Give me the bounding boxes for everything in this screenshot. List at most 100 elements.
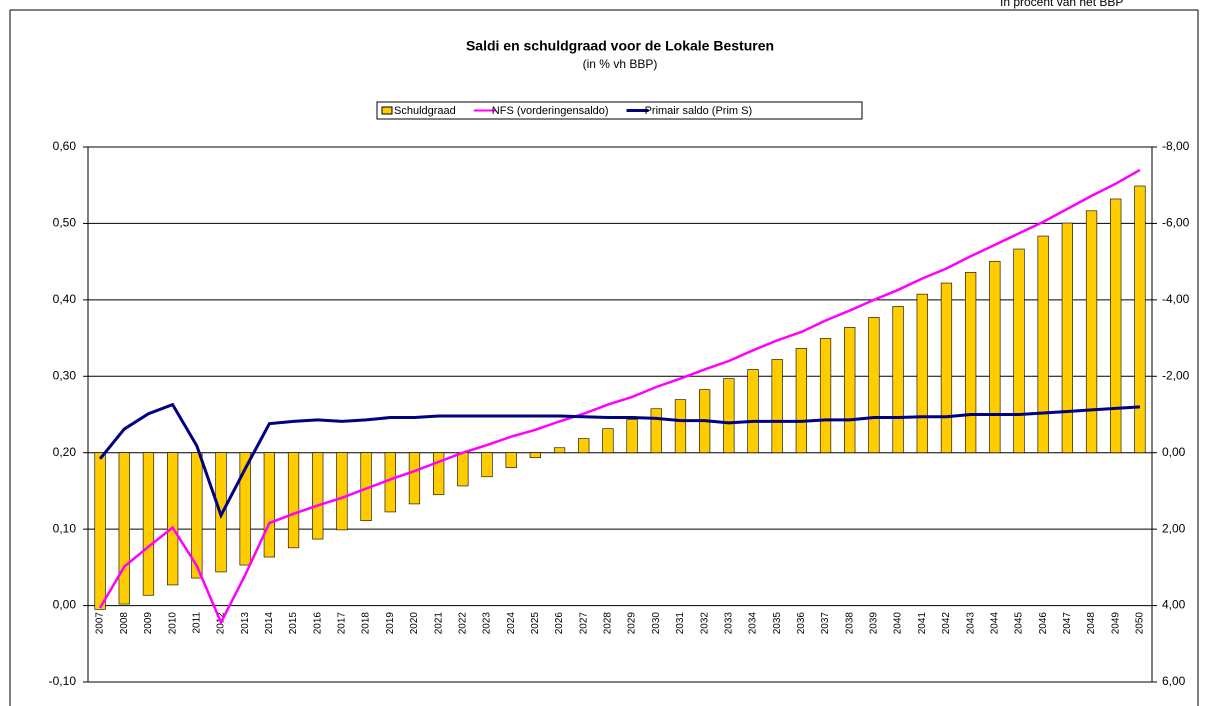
bar [965, 272, 977, 454]
x-tick-label: 2020 [409, 612, 420, 635]
y2-tick-label: 4,00 [1162, 598, 1186, 612]
x-tick-label: 2045 [1014, 612, 1025, 635]
x-tick-label: 2026 [554, 612, 565, 635]
x-tick-label: 2034 [748, 612, 759, 635]
y2-tick-label: 0,00 [1162, 445, 1186, 459]
y2-tick-label: -8,00 [1162, 139, 1190, 153]
legend-label: Primair saldo (Prim S) [645, 105, 753, 117]
legend-label: NFS (vorderingensaldo) [492, 105, 609, 117]
x-tick-label: 2037 [820, 612, 831, 635]
bar [1061, 222, 1073, 454]
bar [118, 452, 130, 605]
chart-title: Saldi en schuldgraad voor de Lokale Best… [466, 38, 774, 54]
y2-tick-label: 6,00 [1162, 674, 1186, 688]
x-tick-label: 2027 [578, 612, 589, 635]
bar [312, 452, 324, 540]
bar [747, 369, 759, 454]
x-tick-label: 2048 [1086, 612, 1097, 635]
bar [457, 452, 469, 487]
bar [795, 348, 807, 454]
x-tick-label: 2010 [167, 612, 178, 635]
bar [384, 452, 396, 513]
x-tick-label: 2041 [917, 612, 928, 635]
x-tick-label: 2039 [869, 612, 880, 635]
x-tick-label: 2022 [457, 612, 468, 635]
bar [1013, 248, 1025, 454]
y-tick-label: 0,40 [53, 292, 77, 306]
x-tick-label: 2008 [119, 612, 130, 635]
x-tick-label: 2040 [893, 612, 904, 635]
x-tick-label: 2029 [627, 612, 638, 635]
bar [336, 452, 348, 531]
x-tick-label: 2036 [796, 612, 807, 635]
x-tick-label: 2018 [361, 612, 372, 635]
bar [553, 447, 566, 454]
legend-label: Schuldgraad [394, 105, 456, 117]
line [98, 402, 1141, 520]
bar [674, 399, 687, 454]
bar [1134, 185, 1146, 454]
bar [94, 452, 106, 610]
line [99, 168, 1141, 626]
bar [481, 452, 493, 478]
bar [287, 452, 300, 549]
x-tick-label: 2015 [288, 612, 299, 635]
bar [142, 452, 155, 596]
bar [723, 378, 735, 454]
x-tick-label: 2032 [699, 612, 710, 635]
x-tick-label: 2046 [1038, 612, 1049, 635]
bar [916, 293, 928, 454]
bar [1037, 235, 1049, 454]
x-tick-label: 2011 [191, 612, 202, 634]
x-tick-label: 2044 [989, 612, 1000, 635]
bar [892, 306, 904, 454]
y2-tick-label: 2,00 [1162, 521, 1186, 535]
y-tick-label: 0,30 [53, 368, 77, 382]
x-tick-label: 2024 [506, 612, 517, 635]
bar [650, 408, 662, 454]
bar [819, 338, 832, 454]
bar [239, 452, 251, 566]
y-tick-label: 0,60 [53, 139, 77, 153]
bar [989, 260, 1001, 454]
bar [167, 452, 179, 586]
bar [505, 452, 517, 468]
bar [940, 282, 953, 454]
x-tick-label: 2049 [1110, 612, 1121, 635]
bar [191, 452, 203, 579]
bar [578, 438, 590, 454]
legend-swatch [381, 106, 393, 115]
x-tick-label: 2007 [95, 612, 106, 635]
x-tick-label: 2038 [844, 612, 855, 635]
y2-tick-label: -2,00 [1162, 368, 1190, 382]
bar [529, 452, 541, 458]
x-tick-label: 2042 [941, 612, 952, 635]
legend [376, 101, 863, 120]
y-tick-label: 0,00 [53, 598, 77, 612]
y2-tick-label: -4,00 [1162, 292, 1190, 306]
bar [602, 428, 614, 454]
bar [433, 452, 445, 496]
x-tick-label: 2014 [264, 612, 275, 635]
chart-subtitle: (in % vh BBP) [583, 57, 658, 71]
x-tick-label: 2025 [530, 612, 541, 635]
y2-tick-label: -6,00 [1162, 216, 1190, 230]
x-tick-label: 2019 [385, 612, 396, 635]
bar [771, 359, 783, 454]
x-tick-label: 2021 [433, 612, 444, 635]
x-tick-label: 2023 [482, 612, 493, 635]
x-tick-label: 2035 [772, 612, 783, 635]
x-tick-label: 2013 [240, 612, 251, 635]
x-tick-label: 2033 [723, 612, 734, 635]
bar [868, 317, 880, 454]
x-tick-label: 2009 [143, 612, 154, 635]
bar [626, 419, 638, 454]
x-tick-label: 2043 [965, 612, 976, 635]
x-tick-label: 2030 [651, 612, 662, 635]
bar [263, 452, 275, 558]
x-tick-label: 2031 [675, 612, 686, 635]
header: In procent van het BBP [1000, 0, 1123, 9]
x-tick-label: 2017 [337, 612, 348, 635]
bar [408, 452, 421, 505]
